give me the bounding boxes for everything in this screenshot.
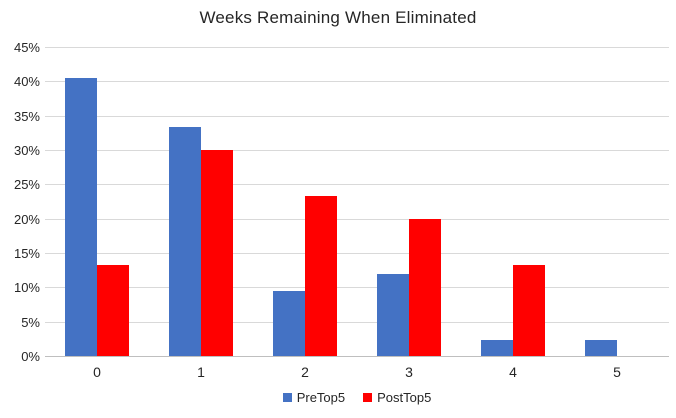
bar-posttop5-1 <box>201 150 233 356</box>
y-tick-label: 20% <box>13 212 40 227</box>
gridline <box>45 150 669 151</box>
x-category-label: 3 <box>405 364 413 380</box>
bar-pretop5-5 <box>585 340 617 356</box>
gridline <box>45 219 669 220</box>
gridline <box>45 253 669 254</box>
legend: PreTop5 PostTop5 <box>45 390 669 405</box>
bar-posttop5-4 <box>513 265 545 356</box>
gridline <box>45 184 669 185</box>
gridline <box>45 287 669 288</box>
y-tick-label: 0% <box>21 349 40 364</box>
bar-posttop5-2 <box>305 196 337 356</box>
gridline <box>45 81 669 82</box>
bar-pretop5-4 <box>481 340 513 356</box>
bar-posttop5-3 <box>409 219 441 356</box>
y-tick-label: 15% <box>13 246 40 261</box>
legend-label: PostTop5 <box>377 390 432 405</box>
y-tick-label: 25% <box>13 177 40 192</box>
y-tick-label: 5% <box>21 315 40 330</box>
legend-swatch-icon <box>363 393 373 402</box>
y-tick-label: 35% <box>13 109 40 124</box>
legend-swatch-icon <box>282 393 292 402</box>
legend-label: PreTop5 <box>296 390 346 405</box>
x-category-label: 4 <box>509 364 517 380</box>
x-category-label: 5 <box>613 364 621 380</box>
bar-posttop5-0 <box>97 265 129 356</box>
bar-pretop5-3 <box>377 274 409 356</box>
x-category-label: 1 <box>197 364 205 380</box>
x-axis-line <box>45 356 669 357</box>
y-tick-label: 45% <box>13 40 40 55</box>
legend-item-posttop5: PostTop5 <box>363 390 431 405</box>
y-tick-label: 30% <box>13 143 40 158</box>
legend-item-pretop5: PreTop5 <box>282 390 346 405</box>
bar-pretop5-0 <box>65 78 97 356</box>
chart-title: Weeks Remaining When Eliminated <box>199 8 477 27</box>
bar-pretop5-1 <box>169 127 201 356</box>
gridline <box>45 47 669 48</box>
bar-pretop5-2 <box>273 291 305 356</box>
y-tick-label: 10% <box>13 280 40 295</box>
x-category-label: 0 <box>93 364 101 380</box>
gridline <box>45 116 669 117</box>
x-category-label: 2 <box>301 364 309 380</box>
gridline <box>45 322 669 323</box>
y-tick-label: 40% <box>13 74 40 89</box>
